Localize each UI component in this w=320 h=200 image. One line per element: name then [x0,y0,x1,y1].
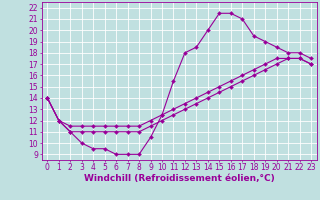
X-axis label: Windchill (Refroidissement éolien,°C): Windchill (Refroidissement éolien,°C) [84,174,275,183]
